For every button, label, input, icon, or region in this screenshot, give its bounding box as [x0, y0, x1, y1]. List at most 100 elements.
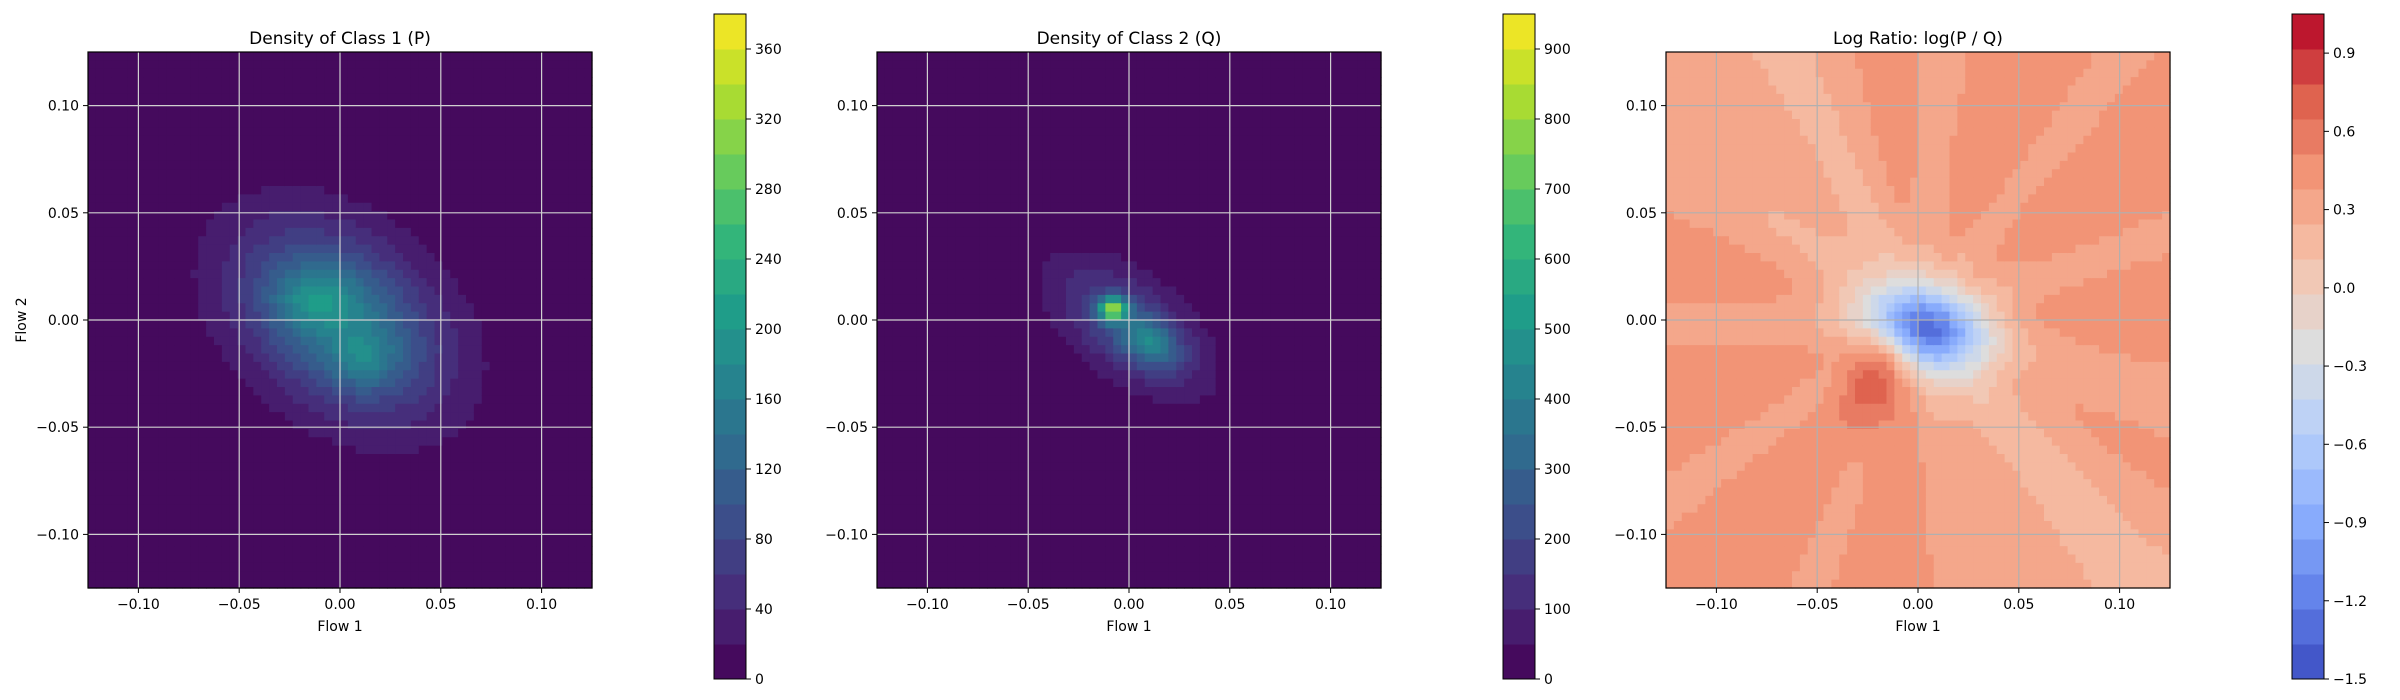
- heatmap-cell: [292, 194, 302, 204]
- heatmap-cell: [363, 269, 373, 279]
- heatmap-cell: [261, 387, 270, 396]
- heatmap-cell: [877, 462, 886, 472]
- heatmap-cell: [379, 428, 388, 438]
- heatmap-cell: [355, 119, 365, 128]
- heatmap-cell: [363, 420, 373, 430]
- x-tick-label: 0.00: [324, 597, 355, 613]
- heatmap-cell: [450, 353, 459, 363]
- heatmap-cell: [182, 219, 191, 229]
- heatmap-cell: [347, 328, 357, 338]
- heatmap-cell: [940, 462, 949, 472]
- heatmap-cell: [434, 244, 443, 254]
- heatmap-cell: [253, 495, 262, 505]
- heatmap-cell: [151, 546, 160, 556]
- heatmap-cell: [269, 85, 278, 95]
- heatmap-cell: [206, 77, 215, 87]
- heatmap-cell: [387, 177, 396, 187]
- heatmap-cell: [505, 127, 514, 137]
- heatmap-cell: [88, 52, 97, 61]
- heatmap-cell: [963, 68, 973, 78]
- heatmap-cell: [284, 521, 294, 530]
- heatmap-cell: [568, 387, 577, 396]
- heatmap-cell: [395, 68, 404, 78]
- heatmap-cell: [347, 102, 357, 112]
- heatmap-cell: [166, 211, 176, 221]
- heatmap-cell: [932, 303, 941, 313]
- heatmap-cell: [884, 160, 894, 170]
- heatmap-cell: [190, 261, 199, 271]
- heatmap-cell: [900, 428, 910, 438]
- heatmap-cell: [395, 495, 404, 505]
- heatmap-cell: [88, 152, 97, 162]
- heatmap-cell: [908, 412, 917, 422]
- heatmap-cell: [206, 160, 215, 170]
- heatmap-cell: [158, 479, 168, 489]
- heatmap-cell: [529, 261, 538, 271]
- heatmap-cell: [151, 102, 160, 112]
- heatmap-cell: [245, 127, 254, 137]
- heatmap-cell: [379, 495, 388, 505]
- heatmap-cell: [166, 52, 176, 61]
- heatmap-cell: [119, 85, 128, 95]
- heatmap-cell: [387, 470, 396, 480]
- heatmap-cell: [884, 93, 894, 103]
- heatmap-cell: [237, 52, 247, 61]
- heatmap-cell: [182, 420, 191, 430]
- heatmap-cell: [971, 303, 980, 313]
- heatmap-cell: [892, 93, 902, 103]
- heatmap-cell: [135, 537, 144, 547]
- heatmap-cell: [932, 562, 941, 572]
- heatmap-cell: [253, 370, 262, 380]
- heatmap-cell: [151, 320, 160, 329]
- heatmap-cell: [198, 428, 207, 438]
- heatmap-cell: [261, 521, 270, 530]
- heatmap-cell: [395, 177, 404, 187]
- heatmap-cell: [497, 186, 506, 195]
- heatmap-cell: [916, 93, 925, 103]
- heatmap-cell: [300, 370, 310, 380]
- heatmap-cell: [963, 127, 973, 137]
- heatmap-cell: [387, 562, 396, 572]
- heatmap-cell: [955, 361, 965, 371]
- heatmap-cell: [955, 227, 965, 237]
- heatmap-cell: [261, 345, 270, 355]
- heatmap-cell: [442, 546, 451, 556]
- heatmap-cell: [513, 454, 522, 463]
- heatmap-cell: [552, 227, 562, 237]
- heatmap-cell: [418, 403, 428, 413]
- heatmap-cell: [237, 546, 247, 556]
- heatmap-cell: [489, 487, 499, 497]
- heatmap-cell: [206, 412, 215, 422]
- heatmap-cell: [884, 269, 894, 279]
- heatmap-cell: [900, 336, 910, 346]
- heatmap-cell: [237, 420, 247, 430]
- heatmap-cell: [158, 487, 168, 497]
- heatmap-cell: [576, 345, 585, 355]
- heatmap-cell: [568, 454, 577, 463]
- heatmap-cell: [221, 194, 231, 204]
- heatmap-cell: [269, 236, 278, 246]
- heatmap-cell: [473, 361, 483, 371]
- heatmap-cell: [324, 303, 333, 313]
- heatmap-cell: [198, 211, 207, 221]
- heatmap-cell: [884, 378, 894, 388]
- heatmap-cell: [916, 227, 925, 237]
- heatmap-cell: [355, 353, 365, 363]
- heatmap-cell: [261, 487, 270, 497]
- heatmap-cell: [308, 253, 317, 262]
- heatmap-cell: [410, 403, 420, 413]
- heatmap-cell: [103, 52, 113, 61]
- heatmap-cell: [363, 336, 373, 346]
- heatmap-cell: [206, 420, 215, 430]
- heatmap-cell: [355, 261, 365, 271]
- heatmap-cell: [584, 169, 593, 179]
- heatmap-cell: [340, 554, 349, 564]
- heatmap-cell: [940, 303, 949, 313]
- heatmap-cell: [940, 420, 949, 430]
- heatmap-cell: [308, 286, 317, 296]
- heatmap-cell: [521, 160, 530, 170]
- heatmap-cell: [182, 227, 191, 237]
- heatmap-cell: [332, 152, 341, 162]
- heatmap-cell: [182, 579, 191, 589]
- heatmap-cell: [387, 127, 396, 137]
